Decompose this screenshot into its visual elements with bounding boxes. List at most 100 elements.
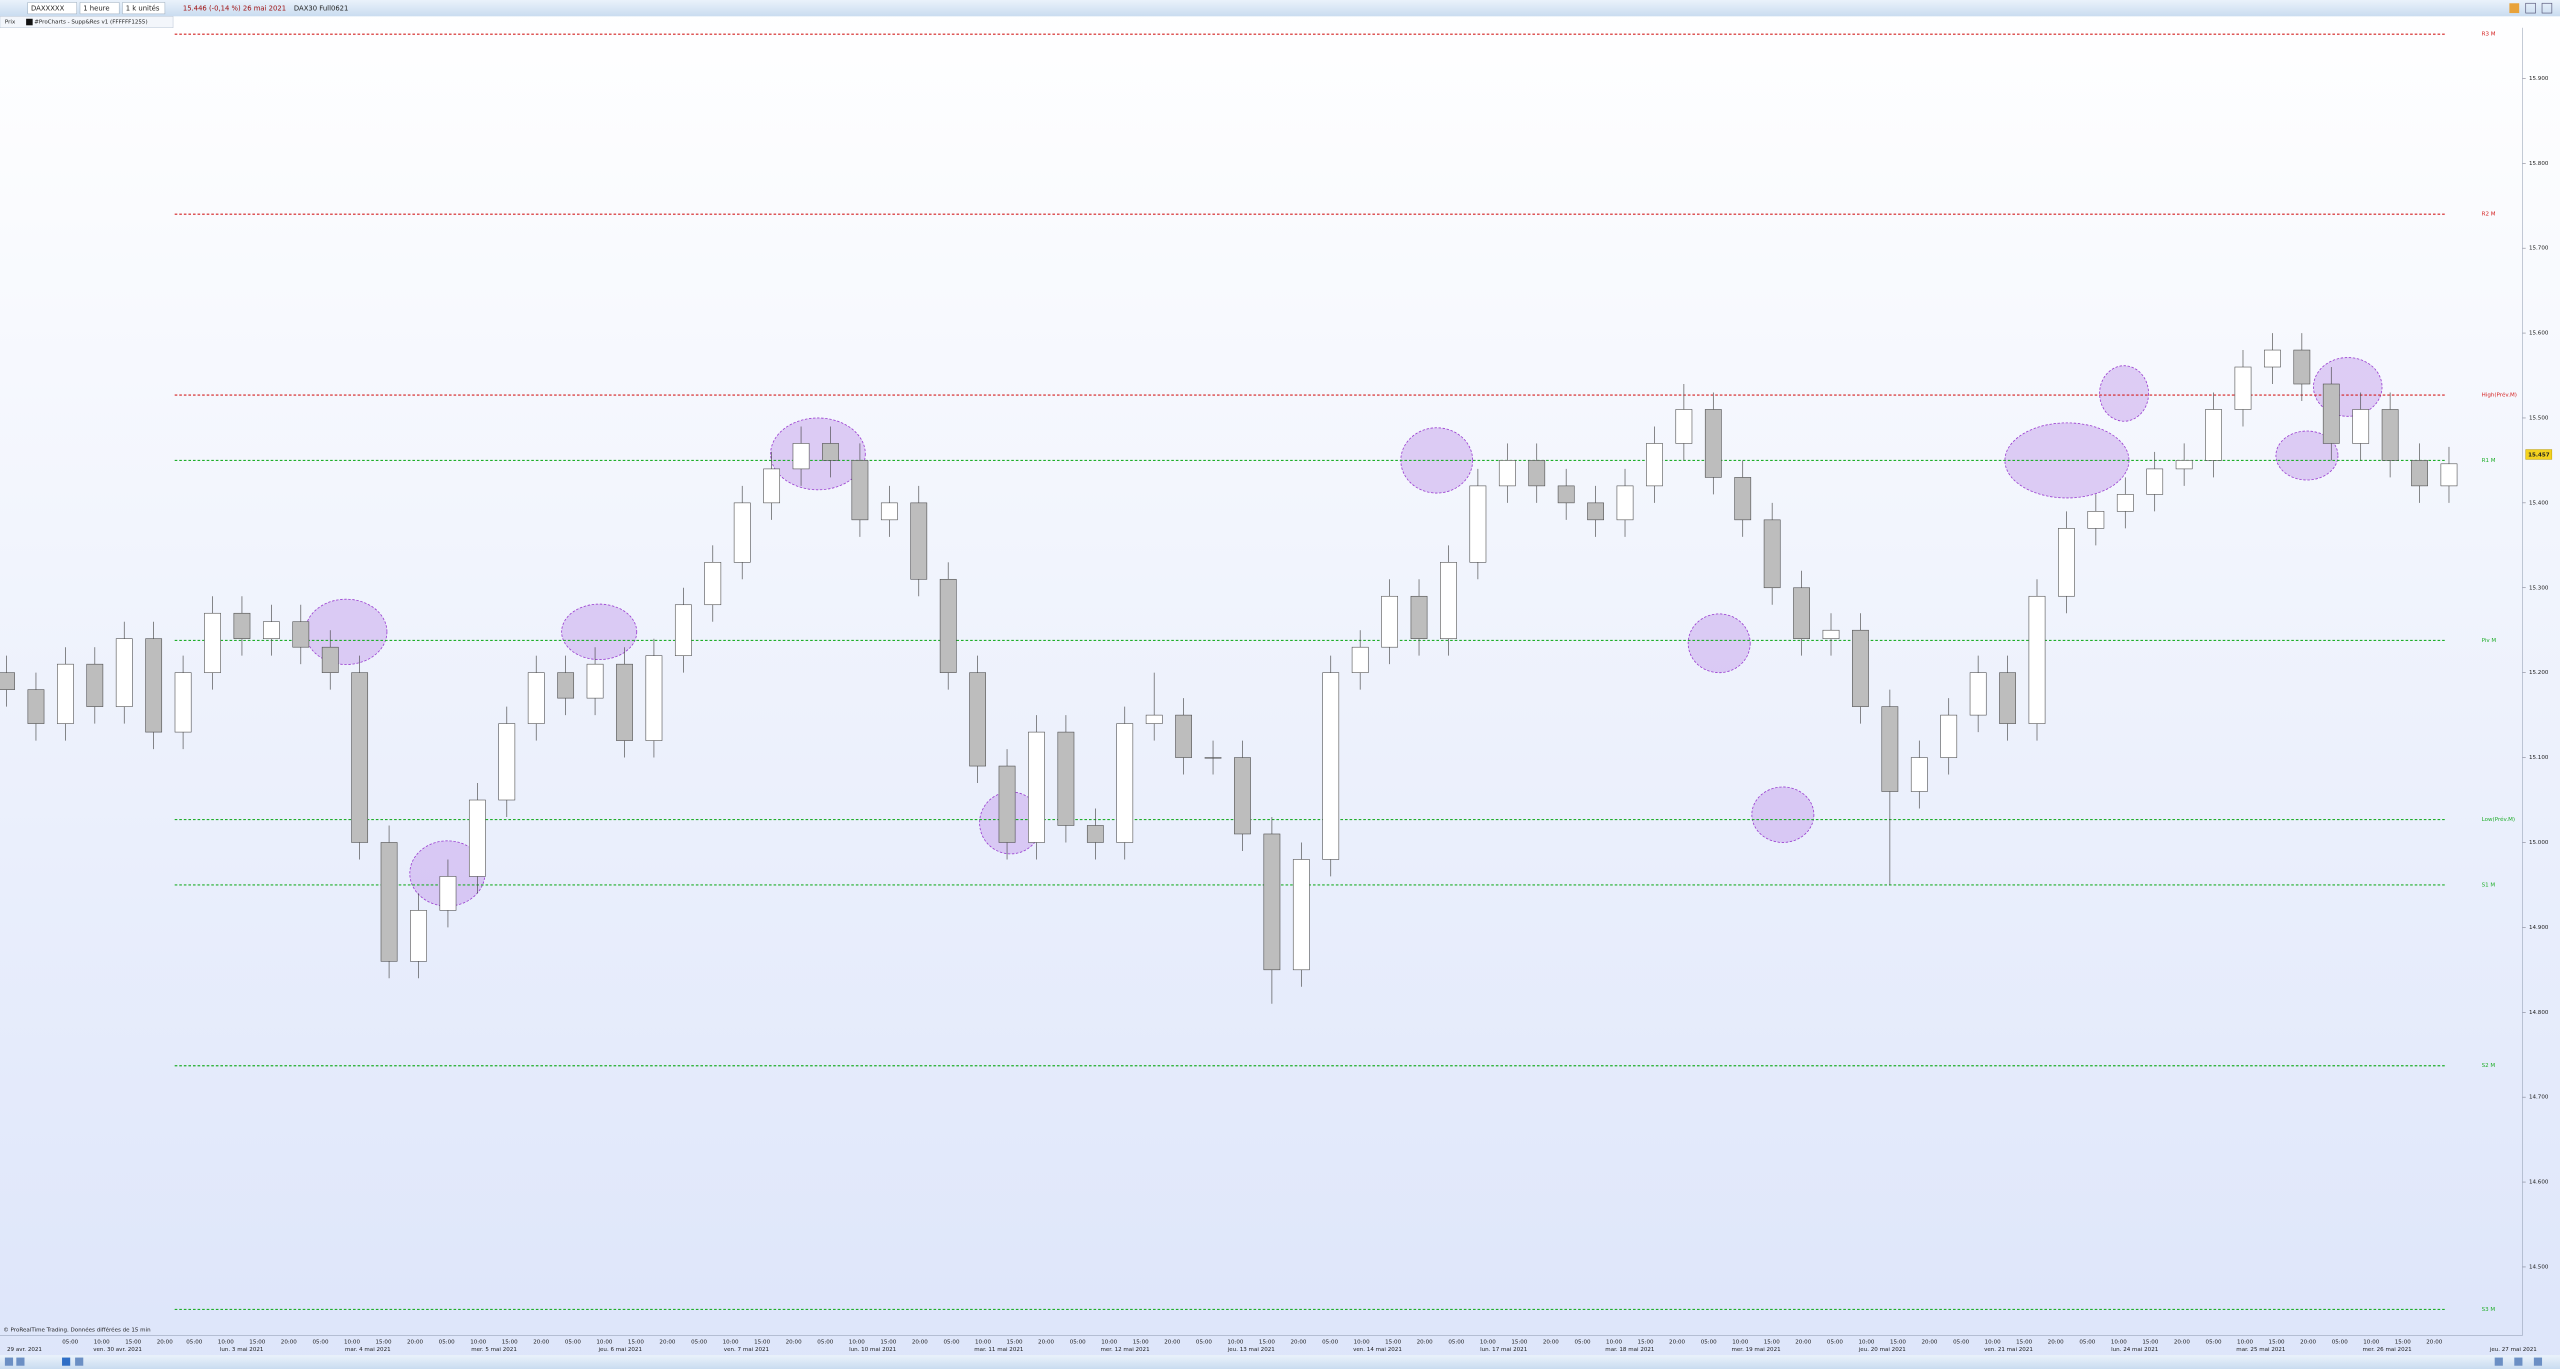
y-tick-label: 15.200 <box>2529 670 2549 676</box>
x-hour-label: 10:00 <box>1858 1340 1874 1346</box>
x-hour-label: 10:00 <box>1480 1340 1496 1346</box>
x-hour-label: 05:00 <box>1322 1340 1338 1346</box>
symbol[interactable]: DAXXXXX <box>31 4 65 12</box>
candle-body <box>321 646 339 673</box>
candle-body <box>468 799 486 877</box>
x-hour-label: 20:00 <box>2426 1340 2442 1346</box>
x-hour-label: 20:00 <box>1669 1340 1685 1346</box>
y-tick-label: 14.700 <box>2529 1095 2549 1101</box>
window-icon[interactable] <box>2509 3 2520 14</box>
candle-body <box>1381 595 1398 648</box>
tool-icon[interactable] <box>16 1357 25 1366</box>
x-day-label: jeu. 20 mai 2021 <box>1858 1347 1907 1353</box>
candle-body <box>115 638 133 707</box>
timeframe[interactable]: 1 heure <box>83 4 109 12</box>
symbol-box[interactable] <box>27 2 77 15</box>
candle-body <box>1410 595 1428 639</box>
candle-body <box>86 663 104 707</box>
candle-body <box>1910 757 1928 792</box>
maximize-button[interactable] <box>2525 2 2536 14</box>
candle-body <box>1469 485 1487 563</box>
x-hour-label: 20:00 <box>786 1340 802 1346</box>
x-day-label: 29 avr. 2021 <box>7 1347 42 1353</box>
close-button[interactable] <box>2541 2 2553 14</box>
x-hour-label: 05:00 <box>1196 1340 1212 1346</box>
candle-body <box>27 689 45 724</box>
last-price-box <box>2525 449 2553 460</box>
x-day-label: lun. 10 mai 2021 <box>849 1347 897 1353</box>
candle-body <box>733 502 751 563</box>
candle-body <box>145 638 163 733</box>
x-day-label: mer. 26 mai 2021 <box>2363 1347 2413 1353</box>
zoom-icon[interactable] <box>2533 1357 2543 1366</box>
x-day-label: mar. 11 mai 2021 <box>974 1347 1024 1353</box>
x-hour-label: 10:00 <box>1732 1340 1748 1346</box>
x-hour-label: 15:00 <box>1764 1340 1780 1346</box>
candle-body <box>1528 460 1546 487</box>
x-day-label: mar. 18 mai 2021 <box>1605 1347 1655 1353</box>
candle-body <box>822 443 839 461</box>
candle-body <box>1498 460 1516 487</box>
x-hour-label: 05:00 <box>2206 1340 2222 1346</box>
timeframe-box[interactable] <box>79 2 120 15</box>
candle-body <box>645 655 663 741</box>
units[interactable]: 1 k unités <box>126 4 160 12</box>
candle-body <box>2440 463 2458 487</box>
candle-body <box>1086 825 1104 843</box>
indicator-label[interactable]: #ProCharts - Supp&Res v1 (FFFFFF1255) <box>34 20 147 26</box>
tool-icon[interactable] <box>4 1357 14 1366</box>
candle-body <box>586 663 604 699</box>
x-hour-label: 15:00 <box>2016 1340 2032 1346</box>
x-hour-label: 20:00 <box>1417 1340 1433 1346</box>
candle-body <box>1999 672 2016 724</box>
x-hour-label: 05:00 <box>817 1340 833 1346</box>
x-hour-label: 20:00 <box>1921 1340 1937 1346</box>
candle-body <box>439 876 457 911</box>
candle-body <box>2175 460 2193 470</box>
x-hour-label: 15:00 <box>880 1340 896 1346</box>
x-hour-label: 15:00 <box>1007 1340 1023 1346</box>
level-label: R3 M <box>2482 32 2496 38</box>
level-label: S3 M <box>2482 1307 2496 1313</box>
ellipse <box>304 598 388 665</box>
candle-body <box>1175 714 1192 758</box>
candle-body <box>1204 757 1222 759</box>
x-hour-label: 20:00 <box>1795 1340 1811 1346</box>
x-hour-label: 10:00 <box>218 1340 234 1346</box>
last-price-label: 15.457 <box>2528 452 2550 458</box>
candle-body <box>1940 714 1958 758</box>
x-hour-label: 10:00 <box>975 1340 991 1346</box>
x-hour-label: 15:00 <box>628 1340 644 1346</box>
candle-body <box>1263 833 1281 971</box>
x-hour-label: 20:00 <box>912 1340 928 1346</box>
x-hour-label: 15:00 <box>754 1340 770 1346</box>
tool-icon[interactable] <box>75 1357 84 1366</box>
candle-body <box>2146 468 2164 495</box>
x-hour-label: 20:00 <box>1164 1340 1180 1346</box>
price-label[interactable]: Prix <box>5 20 16 26</box>
candle-body <box>1145 714 1163 724</box>
y-tick-label: 15.900 <box>2529 76 2549 82</box>
x-day-label: lun. 17 mai 2021 <box>1480 1347 1528 1353</box>
zoom-icon[interactable] <box>2494 1357 2503 1366</box>
ellipse <box>1751 786 1815 843</box>
candle-body <box>969 672 987 767</box>
y-tick-label: 15.000 <box>2529 840 2549 846</box>
x-hour-label: 15:00 <box>2142 1340 2158 1346</box>
x-hour-label: 05:00 <box>1448 1340 1464 1346</box>
x-hour-label: 05:00 <box>1827 1340 1843 1346</box>
candle-body <box>763 468 781 504</box>
indicator-bar <box>0 16 174 29</box>
units-box[interactable] <box>122 2 166 15</box>
tool-icon[interactable] <box>62 1357 71 1366</box>
x-hour-label: 20:00 <box>659 1340 675 1346</box>
candle-body <box>2058 528 2075 597</box>
x-hour-label: 10:00 <box>596 1340 612 1346</box>
candle-body <box>880 502 898 521</box>
x-hour-label: 15:00 <box>2269 1340 2285 1346</box>
zoom-icon[interactable] <box>2514 1357 2523 1366</box>
x-hour-label: 20:00 <box>2048 1340 2064 1346</box>
candle-body <box>998 765 1016 843</box>
candle-body <box>292 621 310 648</box>
